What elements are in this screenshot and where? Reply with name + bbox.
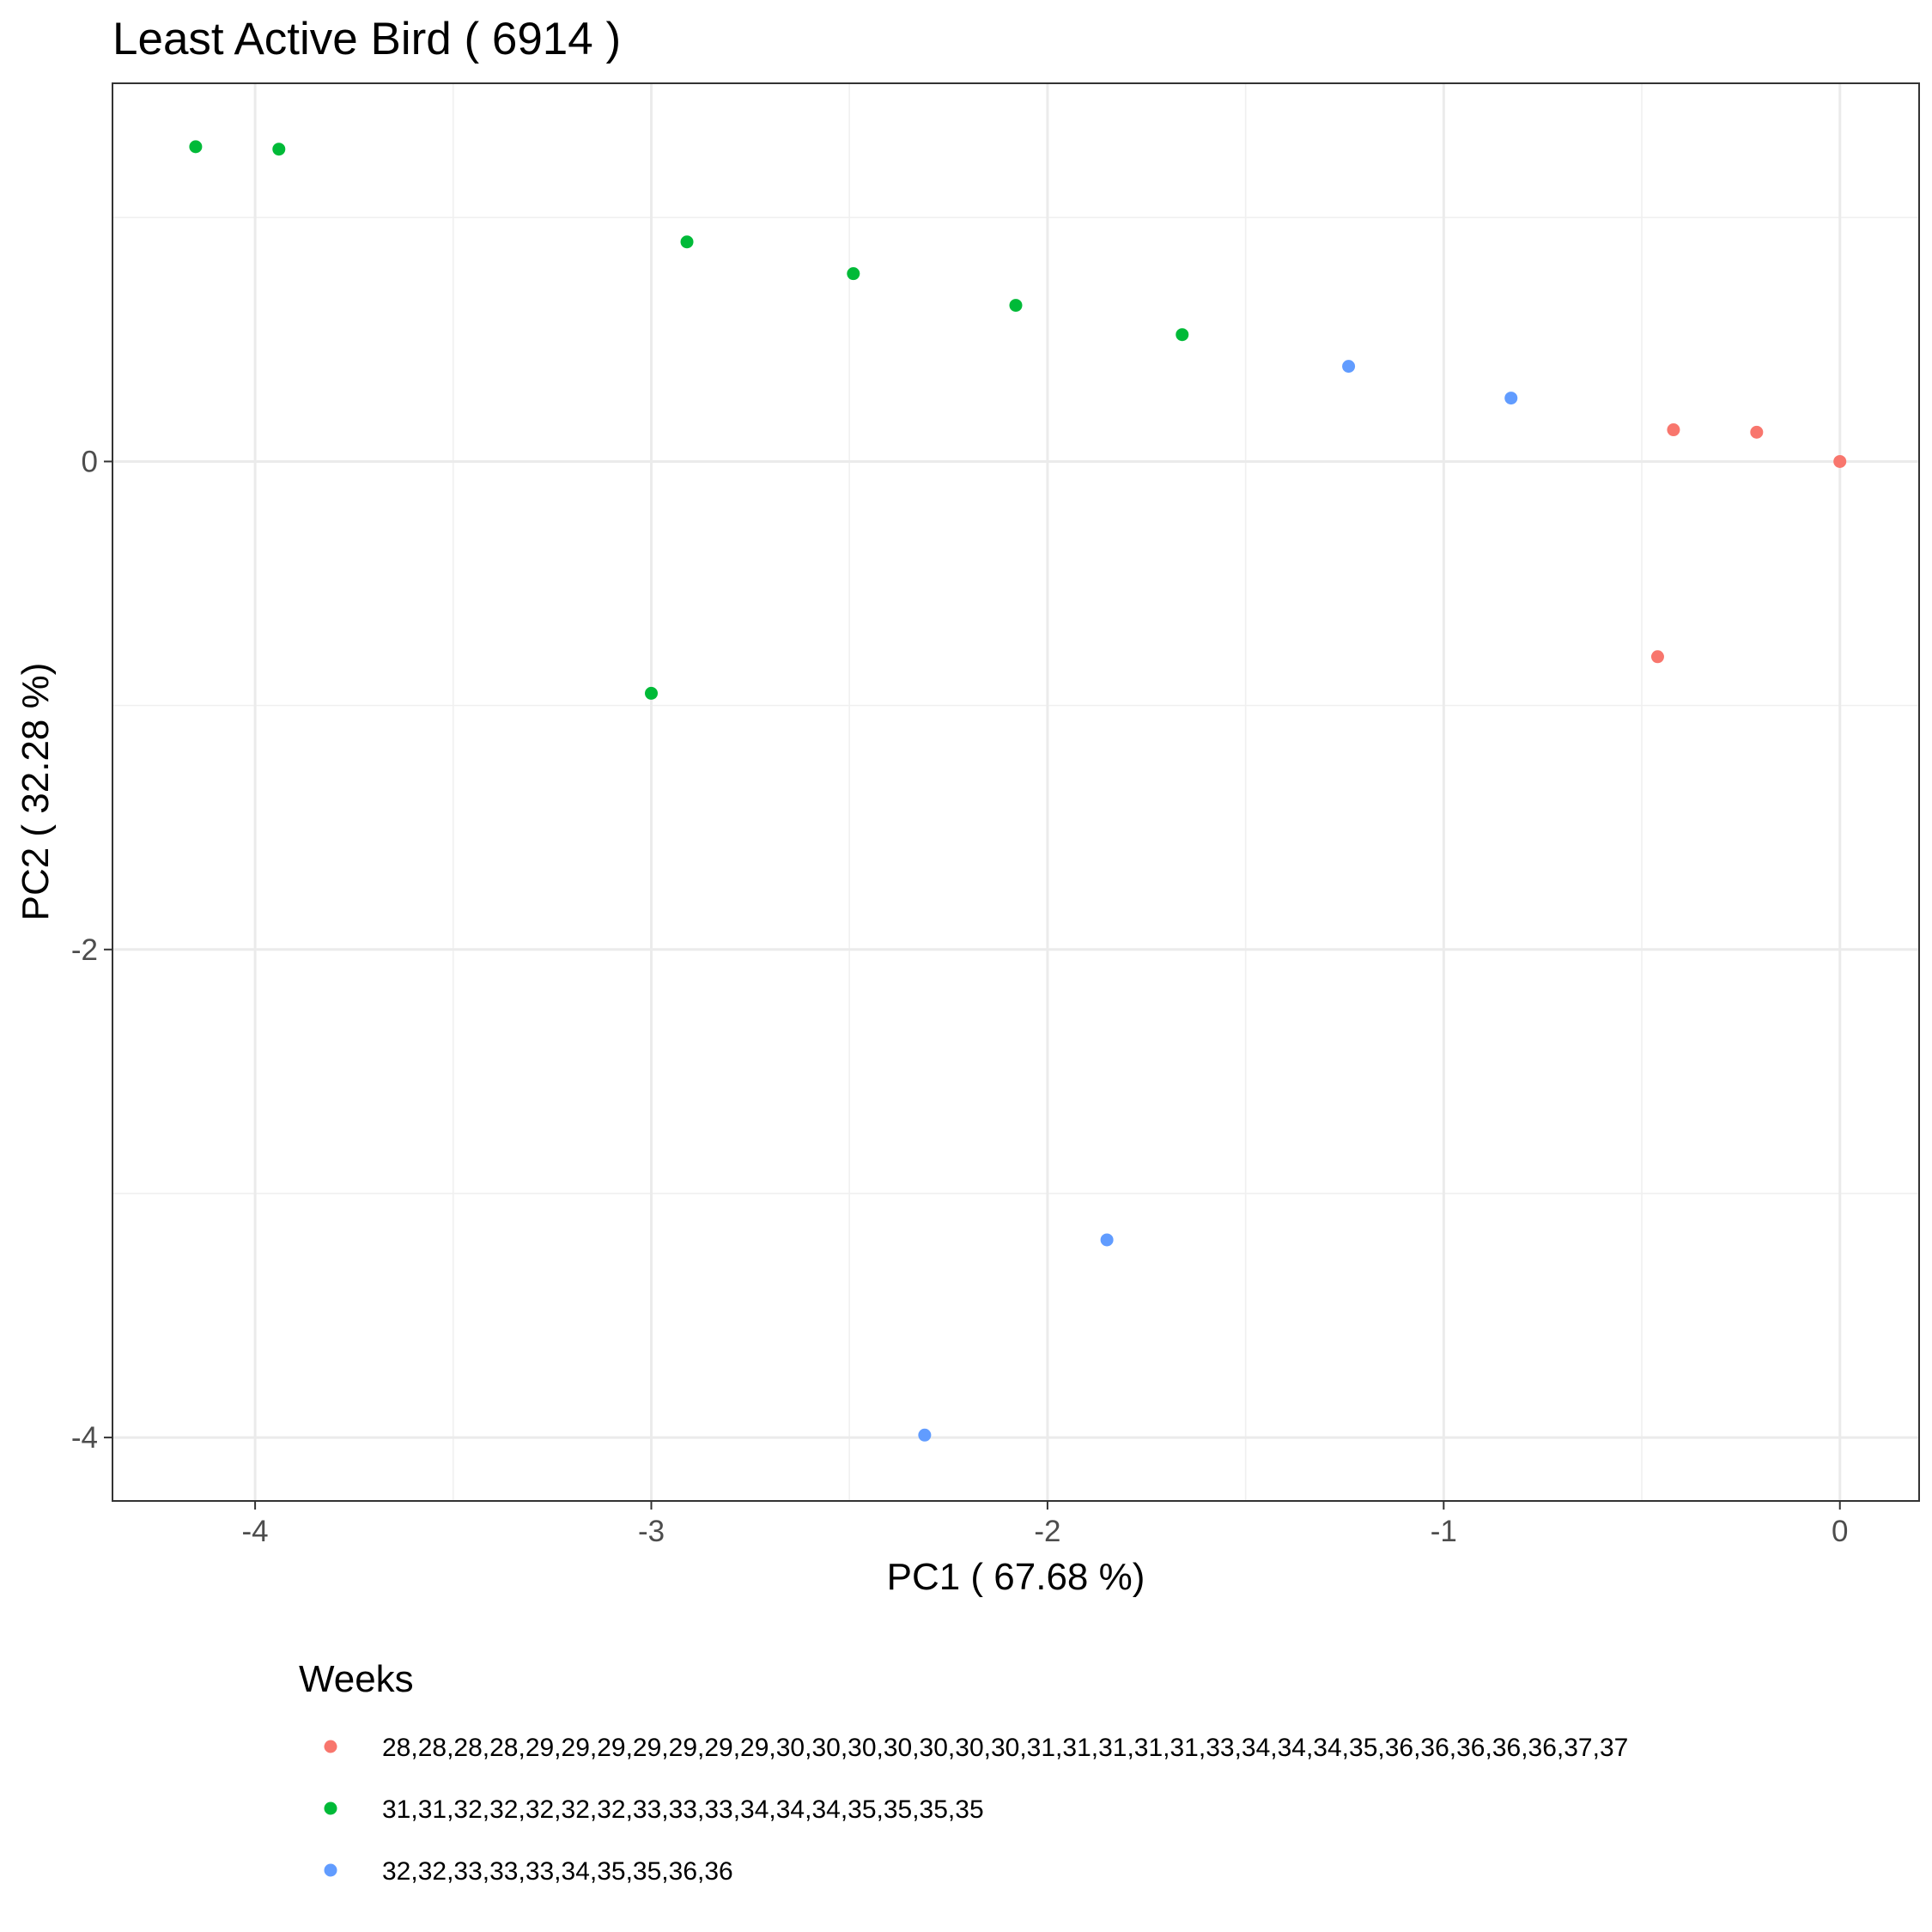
minor-gridlines [112, 83, 1919, 1501]
y-axis-ticks: -4 -2 0 [71, 445, 112, 1455]
legend-key-series-1 [324, 1740, 337, 1753]
data-point-series-2 [1009, 299, 1023, 313]
data-point-series-1 [1650, 650, 1664, 664]
x-tick-label: 0 [1832, 1515, 1848, 1548]
x-axis-ticks: -4 -3 -2 -1 0 [242, 1501, 1848, 1548]
data-point-series-2 [680, 235, 694, 249]
legend-key-series-3 [324, 1863, 337, 1877]
chart-title: Least Active Bird ( 6914 ) [112, 14, 621, 64]
data-points [189, 140, 1847, 1442]
legend-label-series-1: 28,28,28,28,29,29,29,29,29,29,29,30,30,3… [382, 1734, 1628, 1762]
data-point-series-3 [1504, 392, 1518, 405]
y-tick-label: 0 [82, 445, 98, 478]
y-tick-label: -2 [71, 933, 98, 967]
x-tick-label: -2 [1034, 1515, 1060, 1548]
data-point-series-1 [1667, 423, 1680, 437]
x-axis-title: PC1 ( 67.68 %) [887, 1556, 1145, 1598]
data-point-series-2 [645, 686, 659, 700]
legend-title: Weeks [299, 1658, 414, 1700]
data-point-series-3 [918, 1428, 932, 1442]
legend-label-series-2: 31,31,32,32,32,32,32,33,33,33,34,34,34,3… [382, 1795, 984, 1824]
data-point-series-3 [1100, 1233, 1114, 1247]
y-axis-title: PC2 ( 32.28 %) [15, 663, 57, 921]
data-point-series-1 [1833, 454, 1847, 468]
legend-key-series-2 [324, 1801, 337, 1815]
legend-label-series-3: 32,32,33,33,33,34,35,35,36,36 [382, 1857, 733, 1886]
legend: 28,28,28,28,29,29,29,29,29,29,29,30,30,3… [324, 1734, 1628, 1886]
x-tick-label: -4 [242, 1515, 269, 1548]
plot-panel-border [112, 82, 1920, 1502]
data-point-series-3 [1342, 360, 1356, 374]
data-point-series-2 [847, 267, 860, 281]
x-tick-label: -3 [638, 1515, 665, 1548]
data-point-series-1 [1750, 425, 1764, 439]
data-point-series-2 [189, 140, 203, 154]
y-tick-label: -4 [71, 1421, 98, 1455]
major-gridlines [112, 83, 1919, 1501]
x-tick-label: -1 [1431, 1515, 1457, 1548]
data-point-series-2 [272, 143, 286, 156]
data-point-series-2 [1176, 328, 1189, 342]
